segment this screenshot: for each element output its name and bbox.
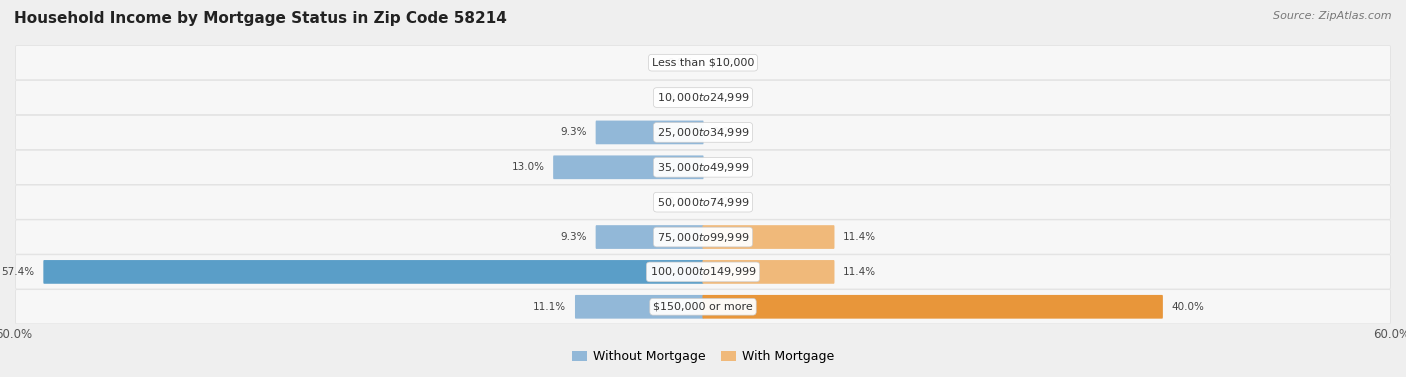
Text: 0.0%: 0.0% xyxy=(713,162,738,172)
FancyBboxPatch shape xyxy=(15,150,1391,184)
Text: Less than $10,000: Less than $10,000 xyxy=(652,58,754,68)
FancyBboxPatch shape xyxy=(15,115,1391,150)
FancyBboxPatch shape xyxy=(15,151,1391,184)
FancyBboxPatch shape xyxy=(575,295,703,319)
FancyBboxPatch shape xyxy=(15,81,1391,114)
Text: $25,000 to $34,999: $25,000 to $34,999 xyxy=(657,126,749,139)
Text: 0.0%: 0.0% xyxy=(713,92,738,103)
Text: 0.0%: 0.0% xyxy=(668,197,693,207)
Text: Source: ZipAtlas.com: Source: ZipAtlas.com xyxy=(1274,11,1392,21)
FancyBboxPatch shape xyxy=(15,220,1391,254)
Text: 40.0%: 40.0% xyxy=(1171,302,1205,312)
Text: Household Income by Mortgage Status in Zip Code 58214: Household Income by Mortgage Status in Z… xyxy=(14,11,508,26)
FancyBboxPatch shape xyxy=(703,295,1163,319)
Text: 11.4%: 11.4% xyxy=(844,232,876,242)
Text: 0.0%: 0.0% xyxy=(668,58,693,68)
Text: 9.3%: 9.3% xyxy=(561,232,588,242)
FancyBboxPatch shape xyxy=(15,186,1391,219)
FancyBboxPatch shape xyxy=(15,116,1391,149)
FancyBboxPatch shape xyxy=(553,155,703,179)
Text: 9.3%: 9.3% xyxy=(561,127,588,138)
FancyBboxPatch shape xyxy=(15,185,1391,219)
Legend: Without Mortgage, With Mortgage: Without Mortgage, With Mortgage xyxy=(567,345,839,368)
FancyBboxPatch shape xyxy=(703,225,835,249)
Text: $10,000 to $24,999: $10,000 to $24,999 xyxy=(657,91,749,104)
Text: $50,000 to $74,999: $50,000 to $74,999 xyxy=(657,196,749,208)
Text: 0.0%: 0.0% xyxy=(713,127,738,138)
FancyBboxPatch shape xyxy=(596,121,703,144)
FancyBboxPatch shape xyxy=(15,221,1391,253)
Text: 0.0%: 0.0% xyxy=(668,92,693,103)
FancyBboxPatch shape xyxy=(596,225,703,249)
Text: $100,000 to $149,999: $100,000 to $149,999 xyxy=(650,265,756,278)
FancyBboxPatch shape xyxy=(15,46,1391,79)
FancyBboxPatch shape xyxy=(44,260,703,284)
Text: $35,000 to $49,999: $35,000 to $49,999 xyxy=(657,161,749,174)
Text: 0.0%: 0.0% xyxy=(713,197,738,207)
FancyBboxPatch shape xyxy=(703,260,835,284)
Text: 0.0%: 0.0% xyxy=(713,58,738,68)
Text: 11.4%: 11.4% xyxy=(844,267,876,277)
FancyBboxPatch shape xyxy=(15,290,1391,324)
FancyBboxPatch shape xyxy=(15,255,1391,289)
FancyBboxPatch shape xyxy=(15,290,1391,323)
Text: 13.0%: 13.0% xyxy=(512,162,544,172)
Text: 57.4%: 57.4% xyxy=(1,267,35,277)
FancyBboxPatch shape xyxy=(15,46,1391,80)
FancyBboxPatch shape xyxy=(15,256,1391,288)
Text: $150,000 or more: $150,000 or more xyxy=(654,302,752,312)
FancyBboxPatch shape xyxy=(15,80,1391,115)
Text: 11.1%: 11.1% xyxy=(533,302,567,312)
Text: $75,000 to $99,999: $75,000 to $99,999 xyxy=(657,231,749,244)
